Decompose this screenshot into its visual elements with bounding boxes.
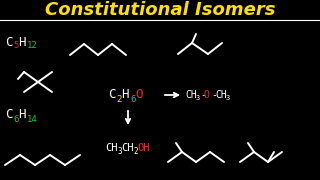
- Text: O: O: [135, 89, 142, 102]
- Text: 6: 6: [130, 94, 135, 103]
- Text: CH: CH: [121, 143, 133, 153]
- Text: H: H: [18, 109, 26, 122]
- Text: 2: 2: [116, 94, 121, 103]
- Text: 5: 5: [13, 42, 18, 51]
- Text: 3: 3: [117, 147, 122, 156]
- Text: C: C: [108, 89, 116, 102]
- Text: 3: 3: [226, 95, 230, 101]
- Text: Constitutional Isomers: Constitutional Isomers: [45, 1, 275, 19]
- Text: -: -: [211, 90, 217, 100]
- Text: H: H: [121, 89, 129, 102]
- Text: C: C: [5, 35, 12, 48]
- Text: 12: 12: [27, 42, 38, 51]
- Text: CH: CH: [105, 143, 117, 153]
- Text: CH: CH: [185, 90, 197, 100]
- Text: 3: 3: [196, 95, 200, 101]
- Text: 14: 14: [27, 114, 38, 123]
- Text: CH: CH: [215, 90, 227, 100]
- Text: -: -: [200, 90, 206, 100]
- Text: C: C: [5, 109, 12, 122]
- Text: O: O: [204, 90, 210, 100]
- Text: 6: 6: [13, 114, 18, 123]
- Text: OH: OH: [137, 143, 149, 153]
- Text: H: H: [18, 35, 26, 48]
- Text: 2: 2: [133, 147, 138, 156]
